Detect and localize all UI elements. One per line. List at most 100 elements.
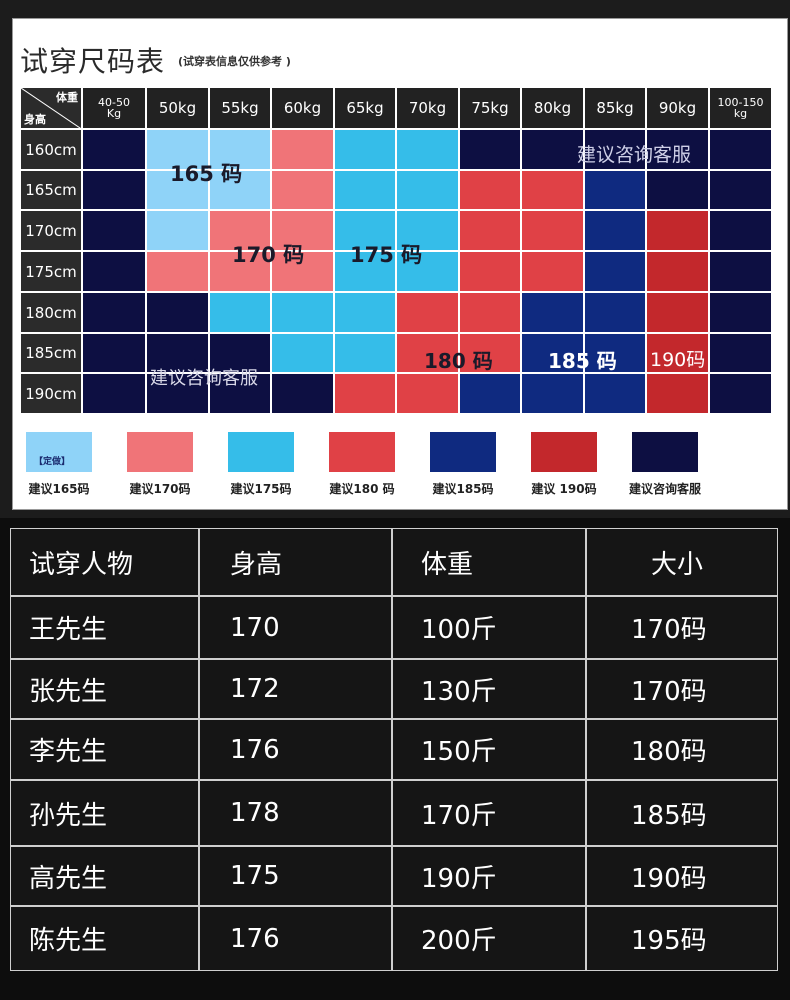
size-cell-s180 [521, 210, 584, 251]
weight-header-text: 65kg [346, 99, 384, 117]
corner-weight-label: 体重 [56, 91, 78, 104]
table-cell-text: 176 [230, 734, 280, 765]
size-cell-s185 [584, 373, 646, 414]
zone-label-180: 180 码 [424, 349, 493, 373]
size-cell-s185 [521, 292, 584, 333]
size-cell-s190 [646, 251, 709, 292]
weight-header-text: Kg [106, 107, 122, 120]
table-cell: 170 [199, 596, 392, 659]
table-header-text: 大小 [651, 549, 704, 580]
size-cell-service [209, 333, 271, 373]
zone-label-185: 185 码 [548, 349, 617, 373]
corner-diagonal [21, 88, 81, 128]
table-cell: 100斤 [392, 596, 586, 659]
size-cell-s190 [646, 373, 709, 414]
size-cell-service [82, 251, 146, 292]
table-cell-text: 190斤 [421, 863, 497, 894]
size-cell-s180 [334, 373, 396, 414]
size-cell-s180 [459, 210, 521, 251]
size-cell-s175 [271, 292, 334, 333]
size-cell-s170 [271, 170, 334, 210]
weight-header-text: 40-50 [98, 96, 130, 109]
table-cell: 200斤 [392, 906, 586, 971]
size-cell-s180 [459, 333, 521, 373]
table-cell: 孙先生 [10, 780, 199, 846]
weight-header-4: 65kg [334, 87, 396, 129]
zone-label-165: 165 码 [170, 162, 243, 186]
table-cell-text: 王先生 [29, 615, 108, 645]
size-cell-service [709, 170, 772, 210]
size-cell-s170 [271, 129, 334, 170]
size-cell-service [584, 129, 646, 170]
size-cell-s170 [209, 210, 271, 251]
table-cell-text: 170 [230, 612, 280, 643]
legend-swatch-1 [127, 432, 193, 472]
height-header-5: 185cm [20, 333, 82, 373]
legend-swatch-0: 【定做】 [26, 432, 92, 472]
weight-header-7: 80kg [521, 87, 584, 129]
size-chart-panel: 试穿尺码表 (试穿表信息仅供参考 ) 体重 身高 40-50 Kg 50kg 55kg… [0, 0, 790, 518]
zone-label-service-top: 建议咨询客服 [577, 144, 692, 166]
table-cell: 张先生 [10, 659, 199, 719]
weight-header-2: 55kg [209, 87, 271, 129]
table-cell-text: 175 [230, 861, 280, 891]
size-cell-service [459, 129, 521, 170]
size-cell-s170 [271, 251, 334, 292]
table-cell-text: 陈先生 [29, 926, 108, 956]
size-cell-s180 [521, 251, 584, 292]
corner-height-label: 身高 [24, 113, 46, 126]
size-cell-service [146, 292, 209, 333]
table-cell-text: 176 [230, 923, 280, 954]
legend-custom-tag: 【定做】 [34, 457, 71, 467]
weight-header-text: 50kg [158, 99, 197, 117]
weight-header-9: 90kg [646, 87, 709, 129]
weight-header-1: 50kg [146, 87, 209, 129]
size-cell-s185 [584, 170, 646, 210]
table-header-cell: 身高 [199, 528, 392, 596]
legend-label-4: 建议185码 [432, 482, 494, 496]
size-cell-s190 [646, 292, 709, 333]
table-cell-text: 张先生 [29, 676, 108, 707]
table-header-cell: 试穿人物 [10, 528, 199, 596]
size-cell-s180 [396, 373, 459, 414]
table-cell: 170斤 [392, 780, 586, 846]
table-cell-text: 100斤 [421, 615, 497, 645]
legend-label-6: 建议咨询客服 [628, 482, 701, 496]
size-cell-s175 [334, 210, 396, 251]
size-cell-service [709, 129, 772, 170]
zone-label-175: 175 码 [350, 243, 423, 267]
table-cell: 王先生 [10, 596, 199, 659]
table-cell-text: 170码 [631, 615, 707, 645]
height-header-6: 190cm [20, 373, 82, 414]
size-cell-service [709, 292, 772, 333]
weight-header-0: 40-50 Kg [82, 87, 146, 129]
size-cell-s185 [521, 333, 584, 373]
size-cell-service [82, 292, 146, 333]
height-header-4: 180cm [20, 292, 82, 333]
table-cell-text: 高先生 [29, 863, 108, 894]
size-cell-service [646, 129, 709, 170]
page-title: 试穿尺码表 [20, 45, 166, 78]
table-cell: 185码 [586, 780, 778, 846]
table-header-cell: 体重 [392, 528, 586, 596]
size-cell-service [646, 170, 709, 210]
legend-label-3: 建议180 码 [329, 482, 395, 496]
size-cell-service [209, 373, 271, 414]
size-cell-s190 [646, 210, 709, 251]
size-cell-s180 [396, 333, 459, 373]
size-cell-s165 [146, 129, 209, 170]
legend-label-0: 建议165码 [28, 482, 90, 496]
table-cell: 172 [199, 659, 392, 719]
size-cell-s175 [396, 129, 459, 170]
height-header-0: 160cm [20, 129, 82, 170]
size-cell-s185 [584, 292, 646, 333]
table-cell-text: 170斤 [421, 800, 497, 831]
zone-label-190: 190码 [650, 349, 706, 371]
table-cell: 175 [199, 846, 392, 906]
size-cell-s180 [459, 292, 521, 333]
table-cell-text: 180码 [631, 737, 707, 767]
table-cell: 170码 [586, 596, 778, 659]
table-cell-text: 172 [230, 674, 280, 704]
size-cell-s165 [209, 170, 271, 210]
page-subtitle: (试穿表信息仅供参考 ) [178, 55, 291, 68]
